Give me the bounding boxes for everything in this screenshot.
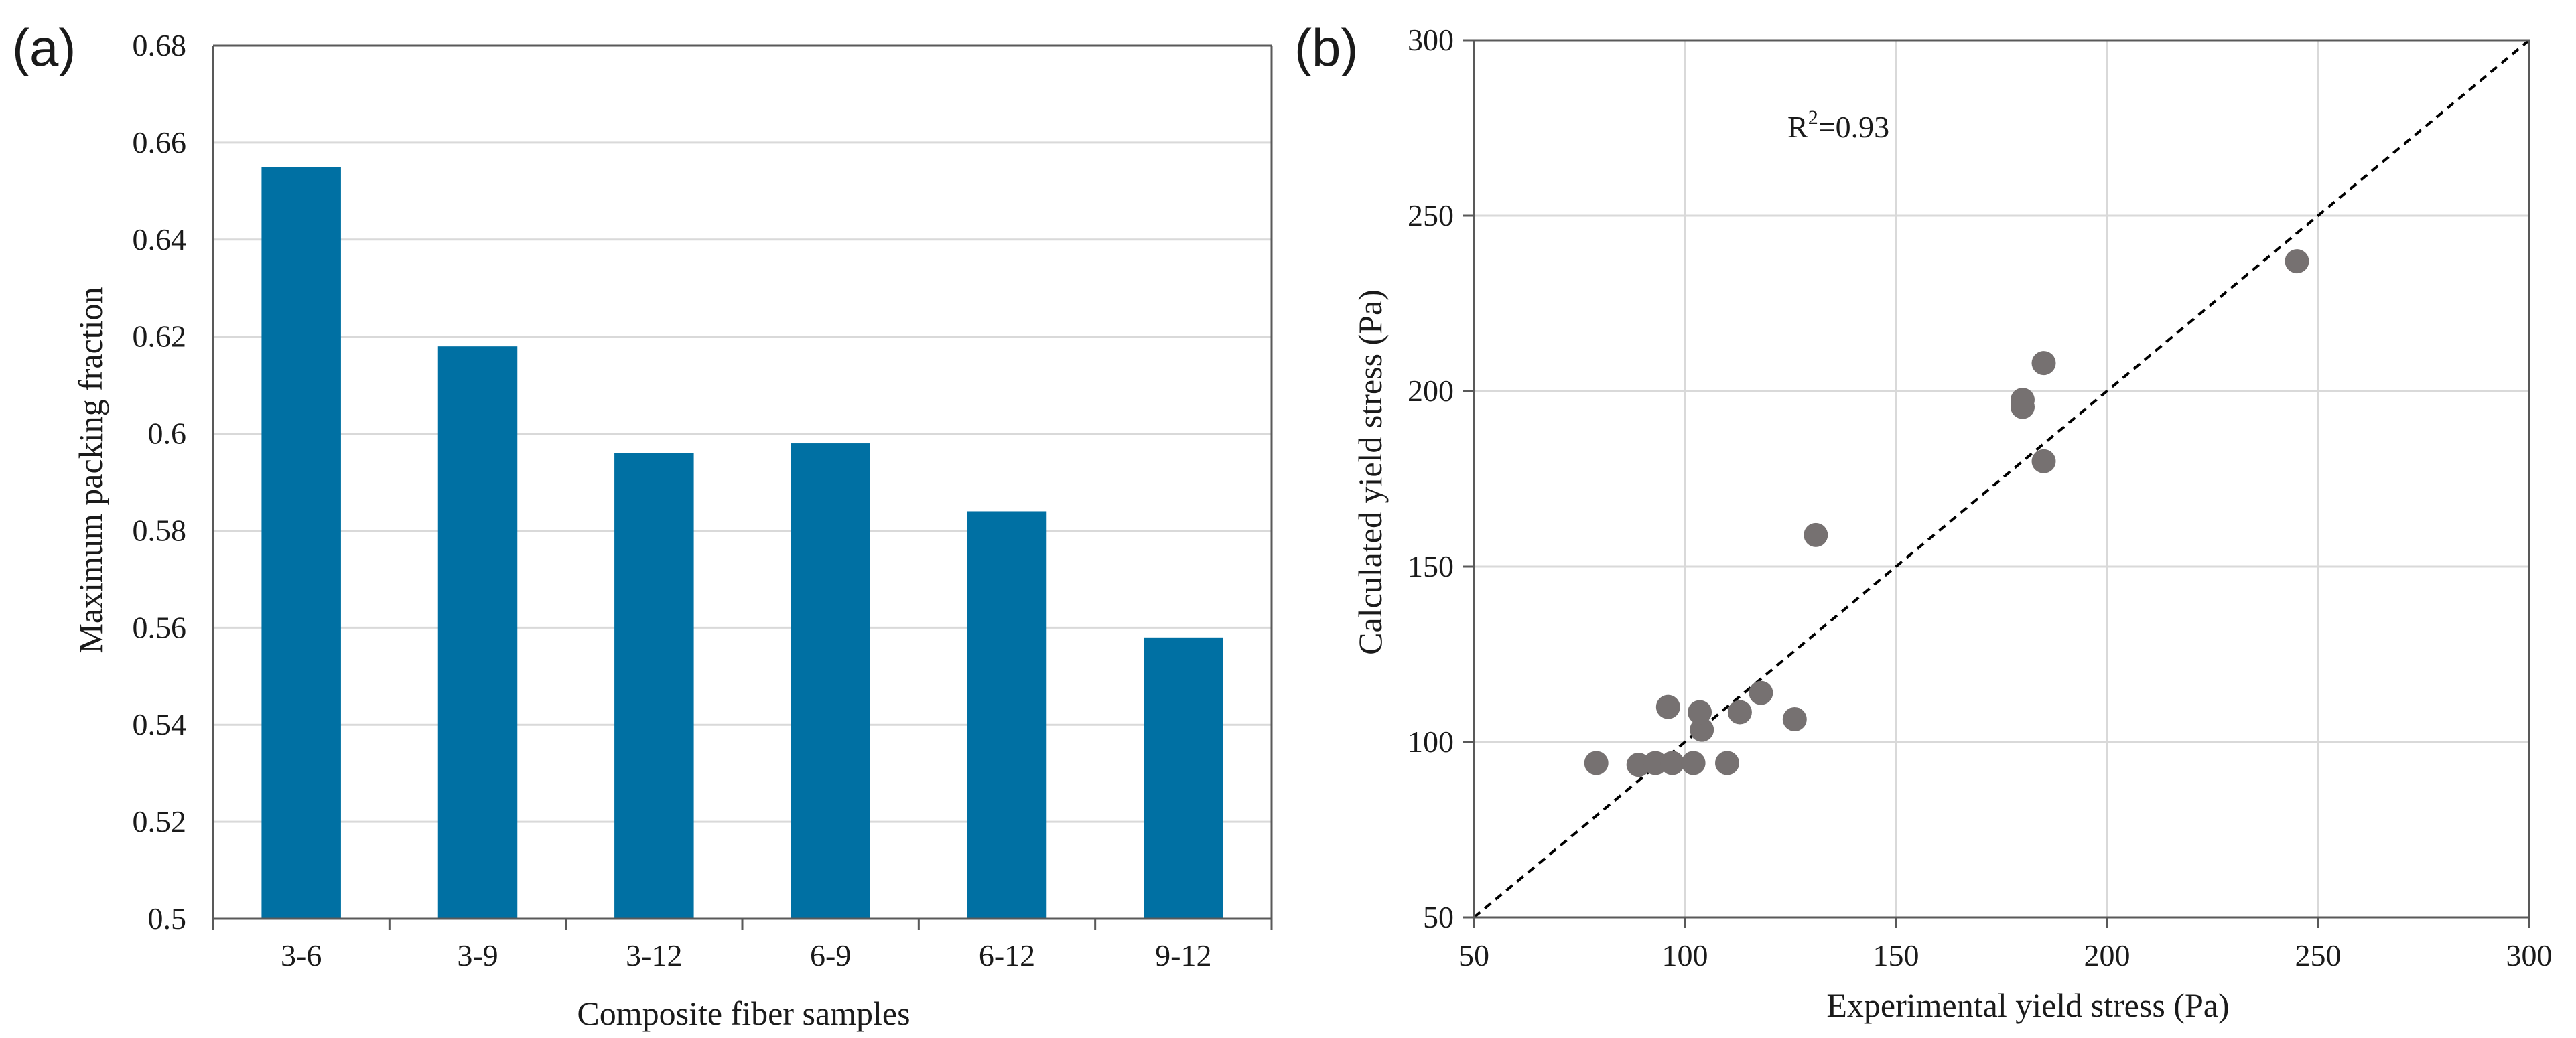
scatter-chart-plot-border <box>1473 39 2530 919</box>
bar-9-12 <box>1144 637 1223 919</box>
panel-label-b: (b) <box>1294 18 1358 77</box>
bar-chart-y-tick-label: 0.54 <box>133 707 187 741</box>
r-squared-annotation: R2=0.93 <box>1787 106 1889 144</box>
bar-chart-panel: (a) 0.50.520.540.560.580.60.620.640.660.… <box>12 18 1273 1032</box>
bar-3-9 <box>437 346 518 919</box>
scatter-chart-y-tick-label: 200 <box>1408 374 1454 408</box>
scatter-chart-reference-line <box>1473 39 2530 919</box>
bar-chart-y-axis-title: Maximum packing fraction <box>72 287 109 653</box>
bar-chart-y-tick-label: 0.62 <box>133 319 187 354</box>
bar-chart-y-tick-label: 0.52 <box>133 804 187 838</box>
scatter-point <box>1690 717 1714 742</box>
bar-chart-y-tick-label: 0.66 <box>133 125 187 159</box>
bar-chart-x-tick-label: 6-9 <box>810 938 851 972</box>
scatter-point <box>2031 351 2056 376</box>
panel-label-a: (a) <box>12 18 76 77</box>
scatter-chart-x-tick-label: 100 <box>1662 938 1708 972</box>
bar-chart-x-tick-label: 9-12 <box>1155 938 1211 972</box>
scatter-chart-x-tick-label: 200 <box>2084 938 2130 972</box>
bar-chart-y-tick-label: 0.56 <box>133 610 187 644</box>
scatter-point <box>1749 680 1773 705</box>
r-squared-value: =0.93 <box>1818 110 1889 144</box>
bar-3-12 <box>614 453 694 919</box>
scatter-chart-x-tick-label: 50 <box>1459 938 1489 972</box>
scatter-chart-points <box>1584 249 2309 777</box>
scatter-point <box>2285 249 2309 274</box>
scatter-point <box>1655 694 1680 719</box>
r-squared-base: R <box>1787 110 1808 144</box>
bar-chart-x-tick-label: 3-12 <box>626 938 682 972</box>
scatter-point <box>1660 751 1685 775</box>
scatter-chart-y-tick-label: 50 <box>1423 900 1454 934</box>
bar-chart-y-tick-label: 0.58 <box>133 513 187 547</box>
scatter-point <box>1804 522 1828 547</box>
scatter-point <box>1681 751 1706 775</box>
scatter-chart-axes <box>1463 39 2530 928</box>
bar-chart-x-tick-label: 3-6 <box>281 938 322 972</box>
bar-chart-bars <box>261 167 1223 919</box>
scatter-point <box>1643 751 1668 775</box>
scatter-point <box>1715 751 1739 775</box>
bar-chart-y-tick-label: 0.5 <box>148 901 187 936</box>
bar-chart-x-tick-labels: 3-6 3-9 3-12 6-9 6-12 9-12 <box>281 938 1211 972</box>
r-squared-superscript: 2 <box>1808 106 1818 129</box>
scatter-chart-y-tick-label: 100 <box>1408 725 1454 759</box>
scatter-point <box>1727 700 1752 725</box>
scatter-point <box>2031 449 2056 473</box>
bar-chart-axes <box>212 44 1273 930</box>
bar-chart-y-tick-label: 0.68 <box>133 28 187 62</box>
scatter-chart-y-tick-label: 150 <box>1408 549 1454 583</box>
scatter-chart-x-tick-label: 250 <box>2295 938 2342 972</box>
scatter-chart-y-tick-label: 300 <box>1408 23 1454 57</box>
bar-chart-y-tick-label: 0.64 <box>133 222 187 256</box>
scatter-point <box>1688 700 1712 725</box>
scatter-chart-x-tick-labels: 50 100 150 200 250 300 <box>1459 938 2553 972</box>
scatter-chart-y-tick-labels: 50 100 150 200 250 300 <box>1408 23 1454 934</box>
bar-chart-y-tick-labels: 0.5 0.52 0.54 0.56 0.58 0.6 0.62 0.64 0.66 0.68 <box>133 28 187 936</box>
scatter-chart-gridlines <box>1474 40 2529 917</box>
scatter-point <box>1782 707 1807 731</box>
scatter-chart-x-axis-title: Experimental yield stress (Pa) <box>1826 986 2229 1024</box>
bar-6-9 <box>791 443 870 919</box>
bar-6-12 <box>967 511 1047 919</box>
bar-chart-x-axis-title: Composite fiber samples <box>577 994 910 1032</box>
scatter-chart-y-tick-label: 250 <box>1408 198 1454 232</box>
bar-chart-gridlines <box>213 44 1272 823</box>
scatter-chart-x-tick-label: 150 <box>1873 938 1919 972</box>
scatter-point <box>1584 751 1609 775</box>
scatter-chart-x-tick-label: 300 <box>2506 938 2553 972</box>
bar-3-6 <box>261 167 341 919</box>
bar-chart-x-tick-label: 6-12 <box>979 938 1035 972</box>
scatter-point <box>2011 388 2035 413</box>
scatter-chart-y-axis-title: Calculated yield stress (Pa) <box>1351 289 1389 655</box>
bar-chart-x-tick-label: 3-9 <box>457 938 498 972</box>
bar-chart-y-tick-label: 0.6 <box>148 417 187 451</box>
